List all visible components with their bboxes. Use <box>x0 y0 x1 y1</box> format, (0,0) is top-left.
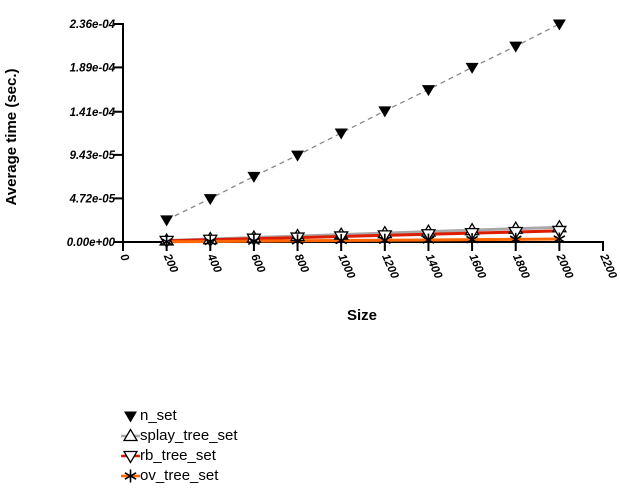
asterisk-marker <box>204 237 217 246</box>
triangle-down-filled-marker <box>334 128 348 140</box>
x-tick-label: 800 <box>292 252 311 275</box>
triangle-down-filled-marker <box>124 411 137 423</box>
x-axis-title: Size <box>347 307 377 324</box>
triangle-down-filled-marker <box>465 62 479 74</box>
y-tick-label: 9.43e-05 <box>70 150 116 162</box>
triangle-down-filled-marker <box>247 171 261 183</box>
asterisk-marker <box>291 236 304 245</box>
x-tick-label: 1800 <box>510 252 532 281</box>
markers-ov_tree_set <box>160 232 566 249</box>
triangle-down-filled-marker <box>203 194 217 206</box>
legend-item-ov_tree_set: ov_tree_set <box>121 466 238 486</box>
legend-label: n_set <box>140 407 177 424</box>
asterisk-marker <box>509 235 522 244</box>
x-tick-label: 1000 <box>335 252 357 281</box>
axes: 0.00e+00 4.72e-05 9.43e-05 1.41e-04 1.89e-04… <box>67 19 619 281</box>
x-tick-label: 1400 <box>423 252 445 281</box>
legend-label: splay_tree_set <box>140 427 238 444</box>
line-n_set <box>166 23 560 221</box>
y-tick-label: 0.00e+00 <box>67 237 116 249</box>
triangle-down-filled-marker <box>291 150 305 162</box>
triangle-down-filled-marker <box>509 41 523 53</box>
asterisk-marker <box>335 236 348 245</box>
asterisk-marker <box>160 237 173 246</box>
triangle-down-filled-icon <box>124 411 137 423</box>
legend-item-rb_tree_set: rb_tree_set <box>121 446 238 466</box>
triangle-down-open-marker <box>122 450 139 464</box>
triangle-down-filled-marker <box>552 19 566 31</box>
series-group <box>158 19 568 249</box>
y-tick-label: 4.72e-05 <box>69 193 116 205</box>
triangle-down-filled-marker <box>160 215 174 227</box>
x-tick-label: 400 <box>204 251 223 275</box>
y-tick-label: 1.41e-04 <box>70 107 116 119</box>
triangle-up-open-marker <box>122 428 139 442</box>
legend: n_set splay_tree_set rb_tree_set ov_tree_se… <box>121 406 238 486</box>
x-tick-label: 600 <box>248 252 267 275</box>
asterisk-marker <box>466 235 479 244</box>
legend-label: ov_tree_set <box>140 467 219 484</box>
triangle-down-filled-marker <box>421 85 435 97</box>
x-tick-label: 2200 <box>597 251 619 281</box>
y-tick-label: 1.89e-04 <box>70 62 116 74</box>
x-tick-label: 2000 <box>553 251 575 281</box>
line-ov_tree_set <box>166 237 560 244</box>
triangle-up-open-icon <box>121 428 140 442</box>
asterisk-marker <box>124 472 137 480</box>
asterisk-marker <box>247 237 260 245</box>
legend-item-n_set: n_set <box>121 406 238 426</box>
triangle-down-open-marker <box>551 225 568 239</box>
asterisk-icon <box>121 469 140 483</box>
triangle-down-filled-marker <box>378 106 392 118</box>
y-tick-label: 2.36e-04 <box>69 19 116 31</box>
x-tick-label: 1200 <box>379 252 401 281</box>
x-tick-label: 1600 <box>466 252 488 281</box>
x-tick-label: 200 <box>160 251 179 275</box>
asterisk-marker <box>422 236 435 244</box>
triangle-down-open-icon <box>121 450 140 464</box>
asterisk-marker <box>378 236 391 245</box>
line-rb_tree_set <box>166 229 560 243</box>
asterisk-marker <box>553 235 566 243</box>
y-axis-title: Average time (sec.) <box>3 68 20 205</box>
legend-label: rb_tree_set <box>140 447 216 464</box>
x-tick-label: 0 <box>117 252 131 263</box>
markers-n_set <box>160 19 566 227</box>
legend-item-splay_tree_set: splay_tree_set <box>121 426 238 446</box>
